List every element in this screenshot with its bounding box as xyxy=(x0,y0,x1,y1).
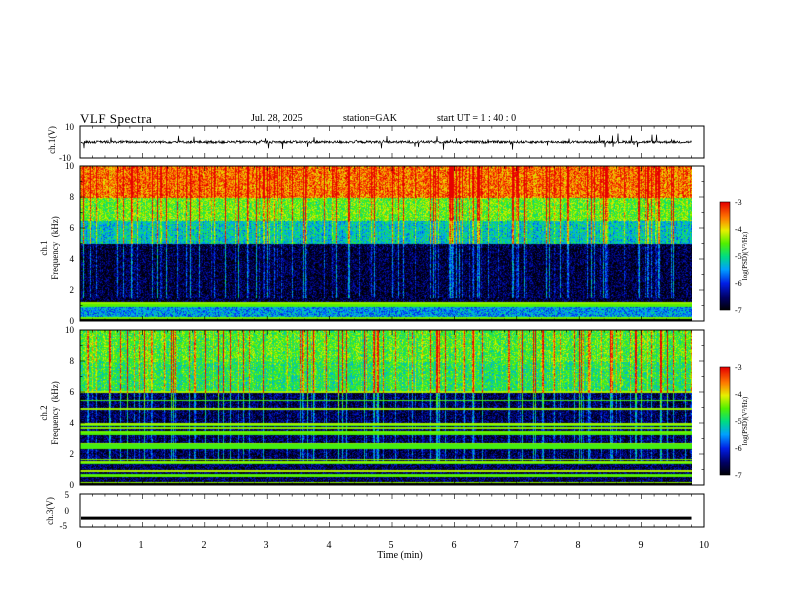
xtick: 7 xyxy=(513,540,519,551)
station-label: station=GAK xyxy=(343,113,397,124)
xtick: 5 xyxy=(388,540,394,551)
ch1-ytick-minus10: -10 xyxy=(59,153,71,163)
cb2-tick: -4 xyxy=(735,390,742,399)
cb1-frame xyxy=(719,201,731,311)
ch1-spec-ytick: 4 xyxy=(69,254,75,264)
xtick: 0 xyxy=(76,540,82,551)
ch1-ytick-10: 10 xyxy=(65,122,74,132)
ch1-spectrogram-image xyxy=(80,166,692,321)
ch2-spec-ytick: 4 xyxy=(69,418,75,428)
cb1-tick: -5 xyxy=(735,252,742,261)
ch1-spec-ytick: 2 xyxy=(69,285,75,295)
ch3-ytick: 5 xyxy=(64,490,70,500)
cb1-tick: -4 xyxy=(735,225,742,234)
date-label: Jul. 28, 2025 xyxy=(251,113,303,124)
xtick: 9 xyxy=(638,540,644,551)
cb2-tick: -5 xyxy=(735,417,742,426)
ch1-spec-ytick: 10 xyxy=(65,161,74,171)
ch1-spec-ytick: 0 xyxy=(69,316,75,326)
ch1-spec-ylabel: ch.1 Frequency (kHz) xyxy=(39,216,60,280)
cb2-tick: -3 xyxy=(735,363,742,372)
xtick: 6 xyxy=(451,540,457,551)
ch1-colorbar xyxy=(720,202,730,310)
plot-title: VLF Spectra xyxy=(80,111,153,126)
cb1-label: log(PSD)(V²/Hz) xyxy=(741,231,749,281)
ch1-waveform-trace xyxy=(80,133,692,150)
xtick: 1 xyxy=(138,540,144,551)
x-axis-label: Time (min) xyxy=(377,550,423,561)
ch2-spectrogram-image xyxy=(80,330,692,485)
ch2-spec-ylabel: ch.2 Frequency (kHz) xyxy=(39,381,60,445)
ch1-spec-ytick: 6 xyxy=(69,223,75,233)
ch2-spec-ytick: 6 xyxy=(69,387,75,397)
cb1-tick: -6 xyxy=(735,279,742,288)
start-ut-label: start UT = 1 : 40 : 0 xyxy=(437,113,517,124)
xtick: 3 xyxy=(263,540,269,551)
cb2-tick: -6 xyxy=(735,444,742,453)
ch2-spec-ytick: 8 xyxy=(69,356,75,366)
cb2-frame xyxy=(719,366,731,476)
ch2-spec-ytick: 2 xyxy=(69,449,75,459)
ch1-spec-ytick: 8 xyxy=(69,192,75,202)
ch3-ytick: 0 xyxy=(64,506,70,516)
xtick: 8 xyxy=(575,540,581,551)
xtick: 10 xyxy=(699,540,709,551)
xtick: 4 xyxy=(326,540,332,551)
cb2-label: log(PSD)(V²/Hz) xyxy=(741,396,749,446)
cb1-tick: -7 xyxy=(735,306,742,315)
ch3-ytick: -5 xyxy=(59,521,68,531)
ch2-colorbar xyxy=(720,367,730,475)
ch2-spec-ytick: 10 xyxy=(65,325,74,335)
cb1-tick: -3 xyxy=(735,198,742,207)
ch2-spec-ytick: 0 xyxy=(69,480,75,490)
cb2-tick: -7 xyxy=(735,471,742,480)
xtick: 2 xyxy=(201,540,207,551)
ch3-waveform-ylabel: ch.3(V) xyxy=(45,497,55,525)
ch2-spectrogram-frame xyxy=(79,329,705,486)
ch1-spectrogram-frame xyxy=(79,165,705,322)
